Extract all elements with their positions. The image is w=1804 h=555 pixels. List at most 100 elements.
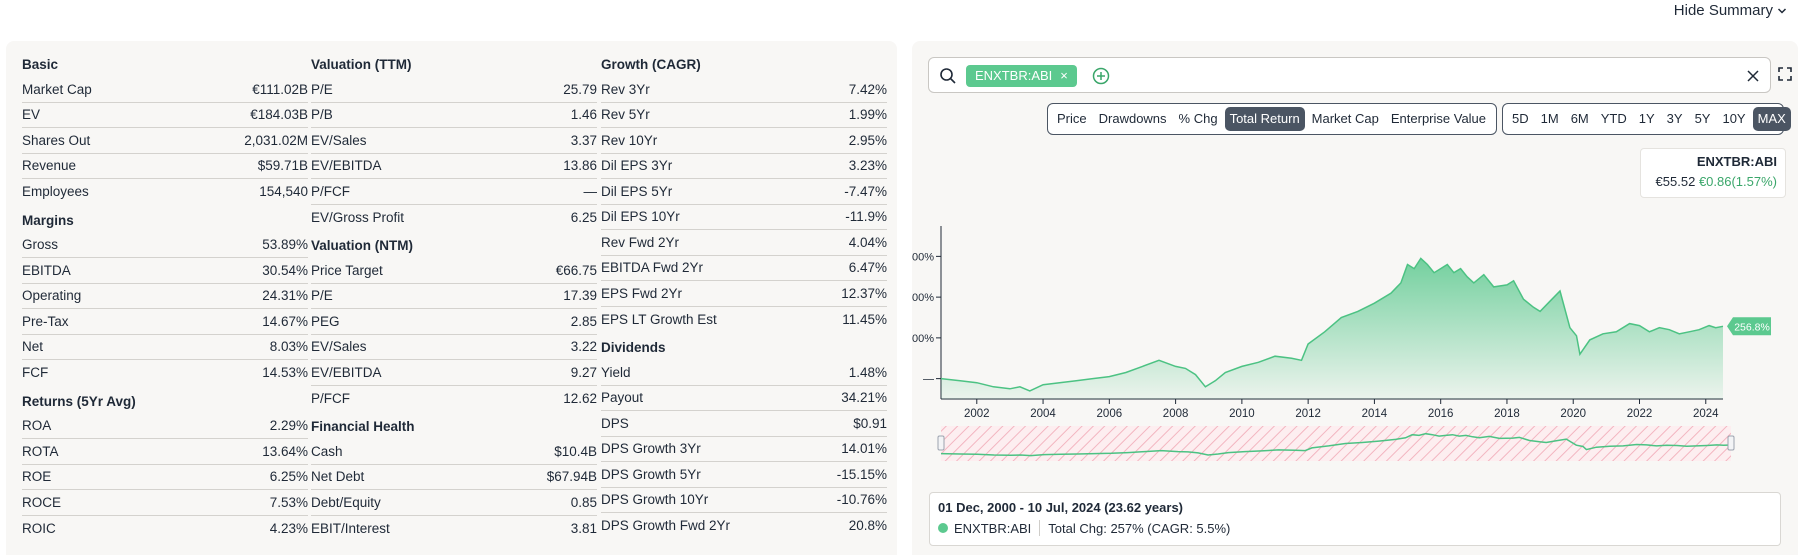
range-button-max[interactable]: MAX bbox=[1752, 107, 1791, 131]
metric-label: P/FCF bbox=[311, 183, 350, 199]
metric-value: 4.23% bbox=[269, 520, 308, 536]
ticker-chip[interactable]: ENXTBR:ABI × bbox=[966, 65, 1077, 87]
metric-row-payout: Payout 34.21% bbox=[601, 386, 887, 411]
chart-panel: ENXTBR:ABI × Price Drawdowns % Chg Total Re… bbox=[912, 41, 1798, 555]
metric-row-p-b: P/B 1.46 bbox=[311, 103, 597, 128]
metric-label: EV/EBITDA bbox=[311, 158, 382, 174]
metric-value: $59.71B bbox=[257, 158, 308, 174]
metric-button-total-return[interactable]: Total Return bbox=[1224, 107, 1305, 131]
metric-value: 2.85 bbox=[570, 313, 597, 329]
metric-button-price[interactable]: Price bbox=[1057, 111, 1087, 126]
metric-label: EBITDA Fwd 2Yr bbox=[601, 260, 704, 276]
navigator-handle-right[interactable] bbox=[1727, 435, 1735, 451]
section-title: Returns (5Yr Avg) bbox=[22, 393, 136, 409]
series-line bbox=[940, 257, 1724, 392]
metric-value: 20.8% bbox=[848, 518, 887, 534]
metric-label: EBIT/Interest bbox=[311, 520, 390, 536]
metric-label: Rev 3Yr bbox=[601, 81, 650, 97]
metric-row-price-target: Price Target €66.75 bbox=[311, 258, 597, 284]
metric-row-fcf: FCF 14.53% bbox=[22, 360, 308, 386]
range-button-6m[interactable]: 6M bbox=[1570, 111, 1589, 126]
ticker-chip-label: ENXTBR:ABI bbox=[975, 68, 1053, 83]
range-button-5y[interactable]: 5Y bbox=[1694, 111, 1711, 126]
metric-row-p-fcf: P/FCF 12.62 bbox=[311, 386, 597, 412]
metric-value: -15.15% bbox=[836, 466, 887, 482]
metric-label: DPS Growth 10Yr bbox=[601, 492, 709, 508]
range-button-3y[interactable]: 3Y bbox=[1666, 111, 1683, 126]
metric-value: $67.94B bbox=[546, 469, 597, 485]
metric-label: PEG bbox=[311, 313, 340, 329]
metric-label: Net bbox=[22, 339, 44, 355]
navigator-series-line bbox=[940, 432, 1732, 457]
clear-search-icon[interactable] bbox=[1746, 69, 1760, 83]
section-returns-5yr-avg: Returns (5Yr Avg) ROA 2.29% ROTA 13.64% ROE 6.… bbox=[22, 389, 308, 542]
range-button-5d[interactable]: 5D bbox=[1512, 111, 1529, 126]
metric-row-dps-growth-10yr: DPS Growth 10Yr -10.76% bbox=[601, 488, 887, 513]
y-tick-label: — bbox=[923, 374, 934, 386]
metric-value: 6.25 bbox=[570, 209, 597, 225]
section-title: Financial Health bbox=[311, 419, 415, 434]
metric-row-gross: Gross 53.89% bbox=[22, 233, 308, 258]
search-icon bbox=[940, 68, 956, 84]
range-button-1m[interactable]: 1M bbox=[1540, 111, 1559, 126]
legend-ticker: ENXTBR:ABI bbox=[1696, 154, 1777, 169]
metric-value: 154,540 bbox=[259, 184, 308, 200]
fullscreen-icon[interactable] bbox=[1778, 67, 1792, 81]
metric-row-p-e: P/E 25.79 bbox=[311, 77, 597, 103]
metric-row-dps-growth-fwd-2yr: DPS Growth Fwd 2Yr 20.8% bbox=[601, 513, 887, 539]
series-total-change: Total Chg: 257% (CAGR: 5.5%) bbox=[1048, 520, 1231, 536]
range-button-10y[interactable]: 10Y bbox=[1722, 111, 1746, 126]
range-button-1y[interactable]: 1Y bbox=[1638, 111, 1655, 126]
metric-label: P/E bbox=[311, 81, 333, 97]
metric-value: -7.47% bbox=[844, 183, 887, 199]
section-title: Valuation (TTM) bbox=[311, 57, 412, 72]
metric-label: EV/Sales bbox=[311, 132, 367, 148]
section-title: Growth (CAGR) bbox=[601, 57, 701, 72]
metric-value: 1.99% bbox=[848, 107, 887, 123]
metric-button-chg[interactable]: % Chg bbox=[1178, 111, 1218, 126]
metric-label: Payout bbox=[601, 390, 644, 406]
metric-row-ev-sales: EV/Sales 3.37 bbox=[311, 128, 597, 154]
metric-row-rev-fwd-2yr: Rev Fwd 2Yr 4.04% bbox=[601, 230, 887, 256]
metric-row-net-debt: Net Debt $67.94B bbox=[311, 465, 597, 490]
metric-value: — bbox=[583, 183, 598, 199]
metric-row-dps-growth-3yr: DPS Growth 3Yr 14.01% bbox=[601, 437, 887, 462]
range-button-ytd[interactable]: YTD bbox=[1600, 111, 1627, 126]
metric-label: DPS Growth Fwd 2Yr bbox=[601, 518, 731, 534]
remove-ticker-icon[interactable]: × bbox=[1060, 68, 1068, 83]
add-ticker-icon[interactable] bbox=[1092, 67, 1110, 85]
navigator-handle-left[interactable] bbox=[937, 435, 945, 451]
ticker-search-box[interactable]: ENXTBR:ABI × bbox=[928, 57, 1771, 93]
legend-price: €55.52 bbox=[1655, 174, 1696, 189]
metric-label: Dil EPS 10Yr bbox=[601, 209, 680, 225]
metric-label: ROTA bbox=[22, 443, 59, 459]
period-range: 01 Dec, 2000 - 10 Jul, 2024 (23.62 years… bbox=[938, 500, 1184, 515]
metric-label: Pre-Tax bbox=[22, 313, 69, 329]
metric-value: 53.89% bbox=[262, 237, 308, 253]
metric-label: P/B bbox=[311, 107, 333, 123]
period-summary: 01 Dec, 2000 - 10 Jul, 2024 (23.62 years… bbox=[929, 492, 1781, 546]
metric-row-cash: Cash $10.4B bbox=[311, 439, 597, 465]
metric-row-operating: Operating 24.31% bbox=[22, 284, 308, 309]
section-title: Dividends bbox=[601, 340, 666, 355]
metric-label: Price Target bbox=[311, 262, 383, 278]
metric-value: 13.64% bbox=[262, 443, 308, 459]
total-return-chart: — 200% 400% 600% 2002 2004 2006 2008 2010 2012 201… bbox=[912, 226, 1771, 461]
metric-value: 6.25% bbox=[269, 469, 308, 485]
metric-label: FCF bbox=[22, 365, 49, 381]
metrics-column-2: Valuation (TTM) P/E 25.79 P/B 1.46 EV/Sales 3.… bbox=[311, 52, 597, 541]
metric-button-drawdowns[interactable]: Drawdowns bbox=[1098, 111, 1167, 126]
hide-summary-button[interactable]: Hide Summary bbox=[1674, 2, 1787, 19]
x-tick-label: 2004 bbox=[1030, 408, 1056, 420]
metric-label: Dil EPS 5Yr bbox=[601, 183, 673, 199]
metric-label: Market Cap bbox=[22, 81, 92, 97]
metric-label: Operating bbox=[22, 288, 82, 304]
x-tick-label: 2024 bbox=[1693, 408, 1719, 420]
metric-button-market-cap[interactable]: Market Cap bbox=[1311, 111, 1379, 126]
end-value-label: 256.8% bbox=[1734, 321, 1770, 333]
metric-value: 34.21% bbox=[841, 390, 887, 406]
metric-button-enterprise-value[interactable]: Enterprise Value bbox=[1390, 111, 1487, 126]
metric-row-ev-sales: EV/Sales 3.22 bbox=[311, 335, 597, 360]
metric-row-employees: Employees 154,540 bbox=[22, 179, 308, 205]
metric-label: EV/Sales bbox=[311, 339, 367, 355]
